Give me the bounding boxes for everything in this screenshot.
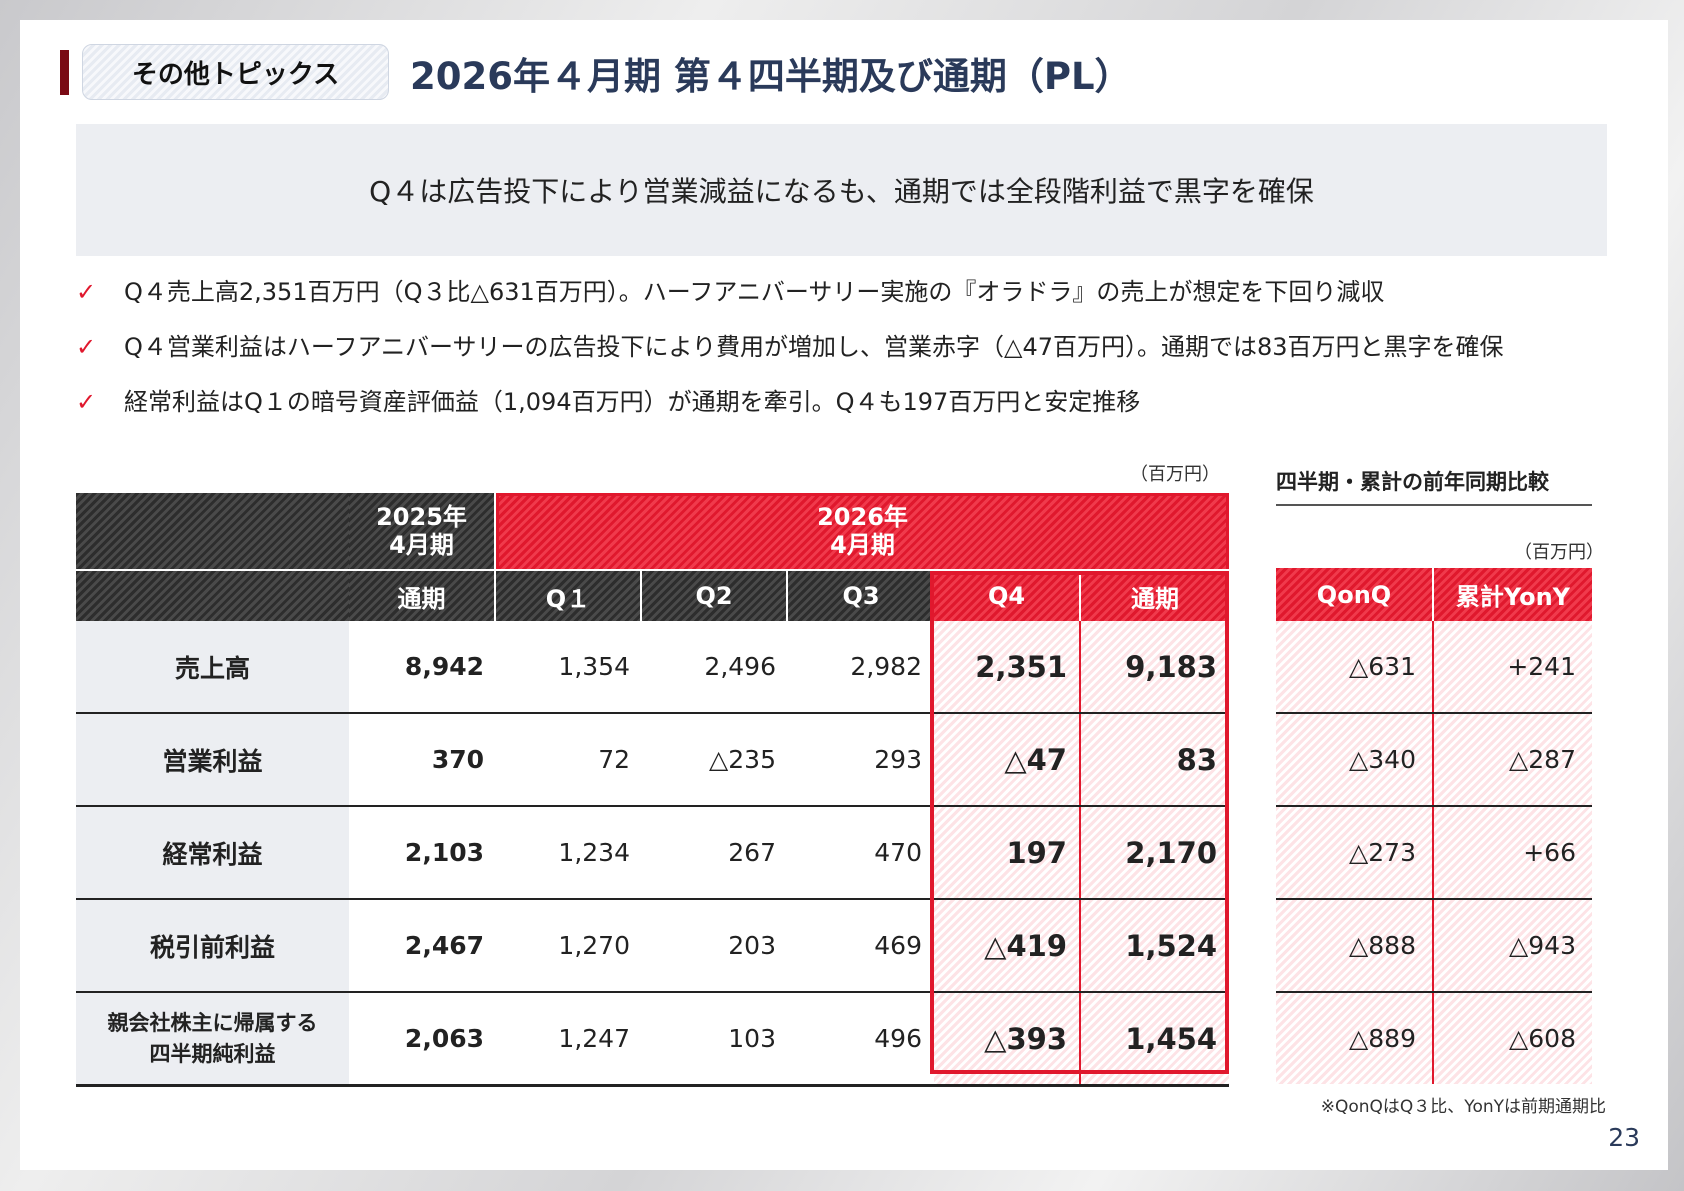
qonq-cell: △631 — [1276, 621, 1434, 712]
table-row: △889 △608 — [1276, 993, 1592, 1084]
bullet-list: ✓ Q４売上高2,351百万円（Q３比△631百万円）。ハーフアニバーサリー実施… — [76, 272, 1636, 437]
table-group-header: 2025年 4月期 2026年 4月期 — [76, 493, 1229, 569]
value-cell: 203 — [728, 931, 776, 960]
bullet-text: 経常利益はQ１の暗号資産評価益（1,094百万円）が通期を牽引。Q４も197百万… — [124, 388, 1141, 416]
value-cell: △235 — [709, 745, 776, 774]
value-cell-q4: △393 — [934, 993, 1081, 1084]
table-row: 経常利益 2,103 1,234 267 470 197 2,170 — [76, 807, 1229, 900]
column-header: Q2 — [642, 571, 788, 621]
table-row: 親会社株主に帰属する 四半期純利益 2,063 1,247 103 496 △3… — [76, 993, 1229, 1087]
value-cell: 1,234 — [558, 838, 630, 867]
value-cell-fy: 1,454 — [1081, 993, 1229, 1084]
table-row: 税引前利益 2,467 1,270 203 469 △419 1,524 — [76, 900, 1229, 993]
value-cell: 470 — [874, 838, 922, 867]
yony-cell: △287 — [1434, 714, 1592, 805]
qonq-cell: △340 — [1276, 714, 1434, 805]
table-row: △273 +66 — [1276, 807, 1592, 900]
column-header: Q3 — [788, 571, 934, 621]
yony-cell: △943 — [1434, 900, 1592, 991]
value-cell: 2,063 — [404, 1024, 484, 1053]
value-cell: 370 — [431, 745, 484, 774]
value-cell: 1,247 — [558, 1024, 630, 1053]
header-fy2025-period: 4月期 — [389, 531, 454, 559]
summary-box: Q４は広告投下により営業減益になるも、通期では全段階利益で黒字を確保 — [76, 124, 1607, 256]
comparison-unit: （百万円） — [1514, 542, 1604, 563]
column-header: 通期 — [349, 571, 496, 621]
check-icon: ✓ — [76, 388, 97, 416]
check-icon: ✓ — [76, 278, 97, 306]
yony-cell: +66 — [1434, 807, 1592, 898]
value-cell: 496 — [874, 1024, 922, 1053]
table-row: 営業利益 370 72 △235 293 △47 83 — [76, 714, 1229, 807]
yony-cell: +241 — [1434, 621, 1592, 712]
value-cell: 2,467 — [404, 931, 484, 960]
value-cell-fy: 83 — [1081, 714, 1229, 805]
header-fy2026: 2026年 4月期 — [496, 493, 1229, 569]
column-header: 通期 — [1081, 571, 1229, 621]
column-header: QonQ — [1276, 568, 1434, 621]
row-label: 親会社株主に帰属する 四半期純利益 — [76, 993, 349, 1084]
main-table-unit: （百万円） — [1130, 464, 1220, 485]
bullet-item: ✓ 経常利益はQ１の暗号資産評価益（1,094百万円）が通期を牽引。Q４も197… — [76, 382, 1636, 437]
header-fy2025-year: 2025年 — [376, 503, 467, 531]
qonq-cell: △273 — [1276, 807, 1434, 898]
row-label: 営業利益 — [76, 714, 349, 805]
header-fy2026-year: 2026年 — [817, 503, 908, 531]
qonq-cell: △888 — [1276, 900, 1434, 991]
comparison-table: QonQ 累計YonY △631 +241 △340 △287 △273 +66… — [1276, 568, 1592, 1084]
value-cell-q4: 197 — [934, 807, 1081, 898]
row-label: 税引前利益 — [76, 900, 349, 991]
table-row: 売上高 8,942 1,354 2,496 2,982 2,351 9,183 — [76, 621, 1229, 714]
value-cell-q4: 2,351 — [934, 621, 1081, 712]
bullet-item: ✓ Q４売上高2,351百万円（Q３比△631百万円）。ハーフアニバーサリー実施… — [76, 272, 1636, 327]
yony-cell: △608 — [1434, 993, 1592, 1084]
bullet-text: Q４営業利益はハーフアニバーサリーの広告投下により費用が増加し、営業赤字（△47… — [124, 333, 1504, 361]
column-header: Q１ — [496, 571, 642, 621]
row-label-line: 四半期純利益 — [149, 1041, 276, 1066]
value-cell-fy: 9,183 — [1081, 621, 1229, 712]
value-cell: 469 — [874, 931, 922, 960]
column-header: Q4 — [934, 571, 1081, 621]
comparison-header: QonQ 累計YonY — [1276, 568, 1592, 621]
value-cell: 2,103 — [404, 838, 484, 867]
check-icon: ✓ — [76, 333, 97, 361]
header-fy2025: 2025年 4月期 — [349, 493, 496, 569]
comparison-title: 四半期・累計の前年同期比較 — [1276, 466, 1592, 506]
value-cell: 293 — [874, 745, 922, 774]
pl-table: 2025年 4月期 2026年 4月期 通期 Q１ Q2 Q3 Q4 通期 売上… — [76, 493, 1229, 1087]
page-title: 2026年４月期 第４四半期及び通期（PL） — [410, 55, 1132, 98]
value-cell: 8,942 — [404, 652, 484, 681]
value-cell-fy: 2,170 — [1081, 807, 1229, 898]
value-cell: 2,982 — [850, 652, 922, 681]
bullet-item: ✓ Q４営業利益はハーフアニバーサリーの広告投下により費用が増加し、営業赤字（△… — [76, 327, 1636, 382]
summary-text: Q４は広告投下により営業減益になるも、通期では全段階利益で黒字を確保 — [369, 175, 1314, 208]
value-cell: 72 — [598, 745, 630, 774]
table-row: △631 +241 — [1276, 621, 1592, 714]
header-blank — [76, 493, 349, 569]
row-label-line: 親会社株主に帰属する — [107, 1010, 318, 1035]
value-cell-q4: △47 — [934, 714, 1081, 805]
table-row: △340 △287 — [1276, 714, 1592, 807]
value-cell: 1,354 — [558, 652, 630, 681]
topic-tag: その他トピックス — [82, 44, 389, 100]
value-cell-q4: △419 — [934, 900, 1081, 991]
title-accent-bar — [60, 50, 69, 95]
bullet-text: Q４売上高2,351百万円（Q３比△631百万円）。ハーフアニバーサリー実施の『… — [124, 278, 1385, 306]
slide: その他トピックス 2026年４月期 第４四半期及び通期（PL） Q４は広告投下に… — [20, 20, 1668, 1170]
qonq-cell: △889 — [1276, 993, 1434, 1084]
value-cell-fy: 1,524 — [1081, 900, 1229, 991]
table-row: △888 △943 — [1276, 900, 1592, 993]
header-blank — [76, 571, 349, 621]
value-cell: 2,496 — [704, 652, 776, 681]
row-label: 経常利益 — [76, 807, 349, 898]
table-column-header: 通期 Q１ Q2 Q3 Q4 通期 — [76, 569, 1229, 621]
row-label: 売上高 — [76, 621, 349, 712]
value-cell: 1,270 — [558, 931, 630, 960]
column-header: 累計YonY — [1434, 568, 1592, 621]
value-cell: 267 — [728, 838, 776, 867]
header-fy2026-period: 4月期 — [830, 531, 895, 559]
page-number: 23 — [1608, 1123, 1640, 1152]
value-cell: 103 — [728, 1024, 776, 1053]
comparison-footnote: ※QonQはQ３比、YonYは前期通期比 — [1320, 1097, 1606, 1117]
